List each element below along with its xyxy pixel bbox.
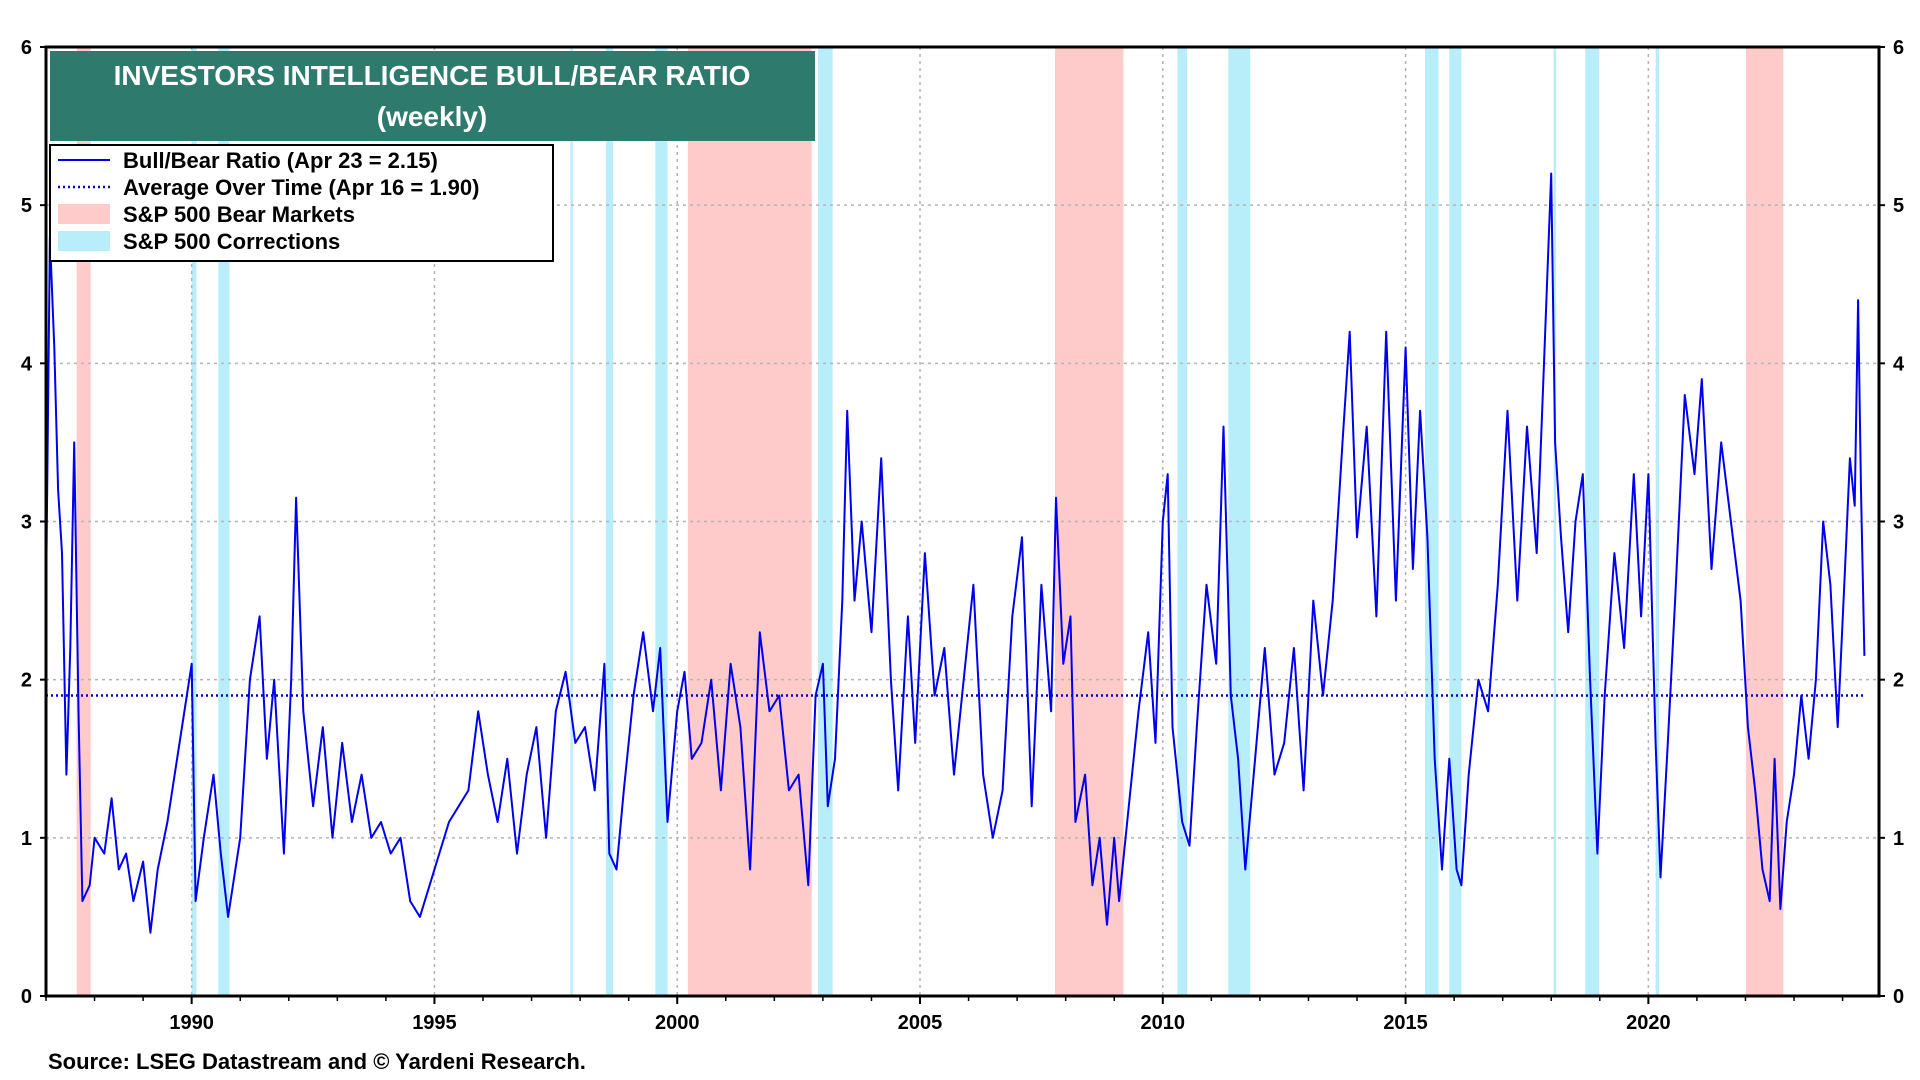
y-tick-label-right-2: 2 — [1893, 670, 1904, 692]
correction-band-11 — [1585, 47, 1600, 996]
y-tick-label-right-5: 5 — [1893, 195, 1904, 217]
legend: Bull/Bear Ratio (Apr 23 = 2.15) Average … — [49, 144, 554, 262]
series-layer — [45, 172, 1866, 934]
gridlines — [46, 47, 1879, 996]
chart-title-line1: INVESTORS INTELLIGENCE BULL/BEAR RATIO — [114, 60, 751, 91]
x-tick-label-2000: 2000 — [655, 1012, 700, 1034]
correction-band-7 — [1228, 47, 1251, 996]
x-tick-label-1990: 1990 — [169, 1012, 214, 1034]
legend-swatch-correction — [58, 231, 110, 251]
y-tick-label-right-4: 4 — [1893, 353, 1905, 375]
x-tick-label-2010: 2010 — [1141, 1012, 1186, 1034]
y-tick-label-left-6: 6 — [21, 37, 32, 59]
legend-swatch-bear — [58, 204, 110, 224]
y-tick-label-left-2: 2 — [21, 670, 32, 692]
correction-band-3 — [605, 47, 614, 996]
y-tick-label-left-4: 4 — [21, 353, 33, 375]
bull-bear-ratio-line — [45, 172, 1866, 934]
correction-band-10 — [1553, 47, 1557, 996]
legend-label-correction: S&P 500 Corrections — [123, 229, 340, 254]
x-tick-label-1995: 1995 — [412, 1012, 457, 1034]
x-tick-label-2015: 2015 — [1383, 1012, 1428, 1034]
title-box: INVESTORS INTELLIGENCE BULL/BEAR RATIO (… — [50, 51, 815, 141]
bear-market-band-1 — [687, 47, 812, 996]
y-tick-label-left-5: 5 — [21, 195, 32, 217]
axis-ticks: 1990 1995 2000 2005 2010 2015 2020 0 0 1 1 2 2 3 3 4 4 5 5… — [21, 37, 1905, 1034]
y-tick-label-left-0: 0 — [21, 986, 32, 1008]
y-tick-label-right-6: 6 — [1893, 37, 1904, 59]
y-tick-label-right-0: 0 — [1893, 986, 1904, 1008]
legend-label-bear: S&P 500 Bear Markets — [123, 202, 355, 227]
y-tick-label-right-3: 3 — [1893, 512, 1904, 534]
x-tick-label-2020: 2020 — [1626, 1012, 1671, 1034]
chart-title-line2: (weekly) — [377, 101, 488, 132]
x-tick-label-2005: 2005 — [898, 1012, 943, 1034]
y-tick-label-left-1: 1 — [21, 828, 32, 850]
y-tick-label-right-1: 1 — [1893, 828, 1904, 850]
y-tick-label-left-3: 3 — [21, 512, 32, 534]
legend-label-ratio: Bull/Bear Ratio (Apr 23 = 2.15) — [123, 148, 438, 173]
legend-label-average: Average Over Time (Apr 16 = 1.90) — [123, 175, 479, 200]
source-note: Source: LSEG Datastream and © Yardeni Re… — [48, 1049, 586, 1074]
